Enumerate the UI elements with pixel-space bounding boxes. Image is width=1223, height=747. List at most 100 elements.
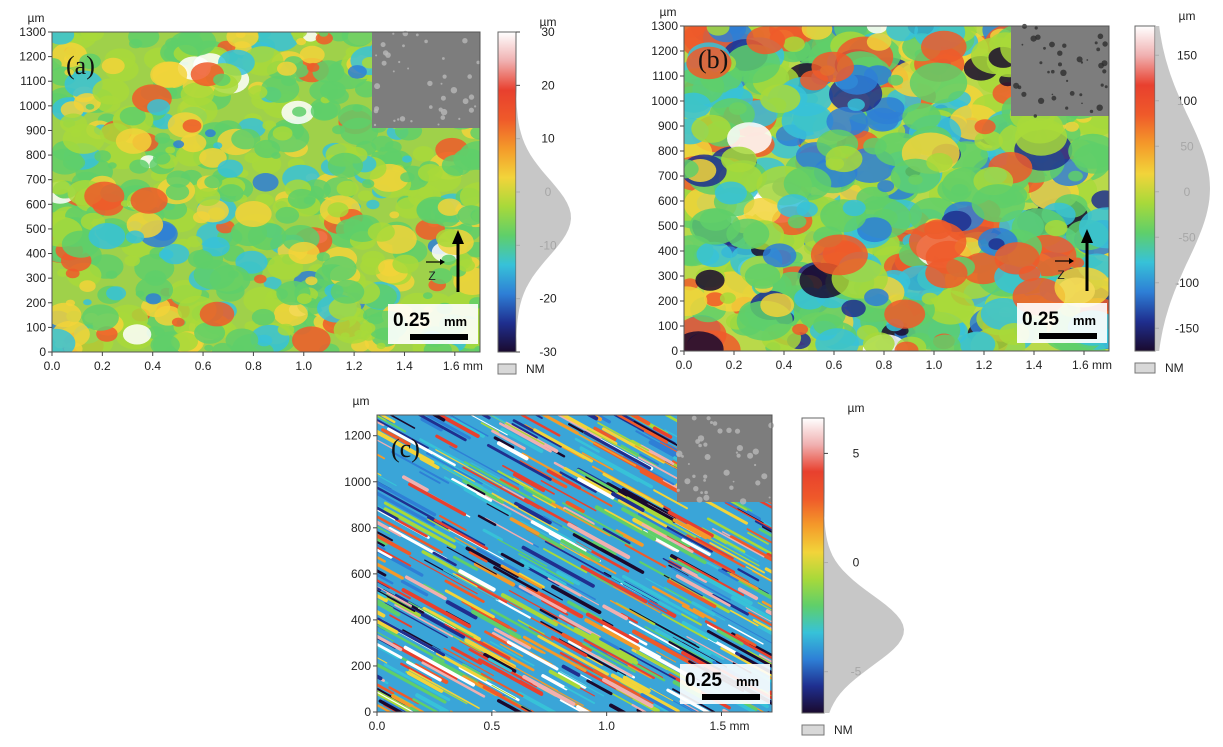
y-tick-label: 0 bbox=[364, 705, 371, 719]
colorbar-tick-label: 20 bbox=[541, 78, 555, 92]
y-tick-label: 800 bbox=[351, 521, 371, 535]
nm-swatch bbox=[497, 363, 517, 375]
x-tick-label: 1.5 mm bbox=[709, 719, 749, 733]
y-tick-label: 1000 bbox=[651, 94, 678, 108]
y-tick-label: 0 bbox=[39, 345, 46, 359]
y-tick-label: 900 bbox=[26, 123, 46, 137]
y-axis-unit: µm bbox=[28, 11, 45, 25]
panel-b-map bbox=[684, 26, 1109, 351]
panel-b-content: (b) µm 0 100 200 300 400 500 600 700 800 900 1000 110… bbox=[651, 5, 1210, 375]
x-tick-label: 0.2 bbox=[94, 359, 111, 373]
colorbar-tick-label: -30 bbox=[539, 345, 557, 359]
scale-bar: 0.25 mm bbox=[1017, 303, 1107, 343]
panel-b: (b) µm 0 100 200 300 400 500 600 700 800 900 1000 110… bbox=[620, 0, 1223, 385]
x-tick-label: 1.2 bbox=[976, 358, 993, 372]
y-tick-label: 400 bbox=[26, 247, 46, 261]
height-histogram bbox=[1155, 26, 1210, 351]
y-tick-label: 100 bbox=[658, 319, 678, 333]
y-tick-label: 100 bbox=[26, 320, 46, 334]
colorbar-tick-label: -20 bbox=[539, 292, 557, 306]
colorbar-gradient bbox=[1134, 25, 1156, 352]
scale-bar-line bbox=[1039, 333, 1097, 339]
height-histogram bbox=[516, 32, 571, 352]
map-frame bbox=[51, 31, 481, 353]
colorbar-tick-label: 0 bbox=[853, 556, 860, 570]
x-tick-label: 0.8 bbox=[245, 359, 262, 373]
colorbar-gradient bbox=[497, 31, 517, 353]
colorbar-tick-label: -150 bbox=[1175, 321, 1199, 335]
panel-c-inset-image bbox=[675, 415, 775, 505]
y-tick-label: 600 bbox=[26, 197, 46, 211]
x-tick-label: 0.4 bbox=[776, 358, 793, 372]
y-tick-label: 1100 bbox=[20, 74, 46, 88]
panel-label: (b) bbox=[698, 45, 728, 74]
nm-label: NM bbox=[834, 723, 853, 737]
y-tick-label: 1200 bbox=[344, 429, 371, 443]
x-tick-label: 1.6 mm bbox=[1072, 358, 1112, 372]
y-tick-label: 300 bbox=[26, 271, 46, 285]
z-axis-label: Z bbox=[428, 269, 435, 283]
y-tick-label: 1100 bbox=[652, 69, 678, 83]
y-tick-label: 700 bbox=[26, 173, 46, 187]
colorbar-tick-label: 5 bbox=[853, 446, 860, 460]
scale-bar-unit: mm bbox=[1073, 313, 1096, 328]
scale-bar-line bbox=[410, 334, 468, 340]
scale-bar-unit: mm bbox=[736, 674, 759, 689]
scale-bar-unit: mm bbox=[444, 314, 467, 329]
y-tick-label: 300 bbox=[658, 269, 678, 283]
x-tick-label: 1.4 bbox=[396, 359, 413, 373]
y-axis-unit: µm bbox=[660, 5, 677, 19]
y-tick-label: 500 bbox=[26, 222, 46, 236]
colorbar-tick-label: 150 bbox=[1177, 48, 1197, 62]
nm-swatch bbox=[1134, 362, 1156, 374]
nm-label: NM bbox=[1165, 361, 1184, 375]
colorbar-unit: µm bbox=[540, 15, 557, 29]
panel-a-content: (a) µm 0 100 200 300 400 500 600 700 800 900 1000 110… bbox=[19, 11, 571, 376]
panel-label: (a) bbox=[66, 51, 95, 80]
x-tick-label: 1.0 bbox=[598, 719, 615, 733]
colorbar-gradient bbox=[801, 417, 825, 714]
y-tick-label: 1200 bbox=[19, 50, 46, 64]
scale-bar: 0.25 mm bbox=[388, 304, 478, 344]
y-tick-label: 400 bbox=[351, 613, 371, 627]
nm-swatch bbox=[801, 724, 825, 736]
x-tick-label: 0.8 bbox=[876, 358, 893, 372]
colorbar-unit: µm bbox=[848, 401, 865, 415]
scale-bar-value: 0.25 bbox=[685, 670, 722, 691]
panel-a-figure: (a) µm 0 100 200 300 400 500 600 700 800 900 1000 110… bbox=[19, 11, 571, 376]
y-tick-label: 600 bbox=[658, 194, 678, 208]
x-tick-label: 1.4 bbox=[1026, 358, 1043, 372]
y-tick-label: 1200 bbox=[651, 44, 678, 58]
y-tick-label: 200 bbox=[658, 294, 678, 308]
panel-a-inset-image bbox=[372, 30, 481, 128]
scale-bar-value: 0.25 bbox=[1022, 309, 1059, 330]
z-direction-arrow: Z bbox=[1055, 229, 1093, 291]
x-tick-label: 1.2 bbox=[346, 359, 363, 373]
z-direction-arrow: Z bbox=[426, 230, 464, 292]
x-tick-label: 0.0 bbox=[676, 358, 693, 372]
map-frame bbox=[683, 25, 1110, 352]
panel-c-content: (c) µm 0 200 400 600 800 1000 1200 0.0 0.5 1.0 1.5 m… bbox=[344, 394, 904, 737]
nm-label: NM bbox=[526, 362, 545, 376]
x-tick-label: 1.0 bbox=[295, 359, 312, 373]
colorbar-tick-label: -100 bbox=[1175, 276, 1199, 290]
y-tick-label: 800 bbox=[658, 144, 678, 158]
y-tick-label: 200 bbox=[351, 659, 371, 673]
x-tick-label: 0.2 bbox=[726, 358, 743, 372]
x-tick-label: 0.6 bbox=[826, 358, 843, 372]
panel-b-figure: (b) µm 0 100 200 300 400 500 600 700 800 900 1000 110… bbox=[651, 5, 1210, 375]
x-tick-label: 1.0 bbox=[926, 358, 943, 372]
scale-bar-value: 0.25 bbox=[393, 310, 430, 331]
z-axis-label: Z bbox=[1057, 268, 1064, 282]
y-tick-label: 400 bbox=[658, 244, 678, 258]
x-tick-label: 0.4 bbox=[144, 359, 161, 373]
panel-label: (c) bbox=[391, 434, 420, 463]
scale-bar: 0.25 mm bbox=[680, 664, 770, 704]
y-tick-label: 500 bbox=[658, 219, 678, 233]
map-frame bbox=[376, 414, 773, 713]
colorbar-unit: µm bbox=[1179, 9, 1196, 23]
height-histogram bbox=[824, 418, 904, 713]
